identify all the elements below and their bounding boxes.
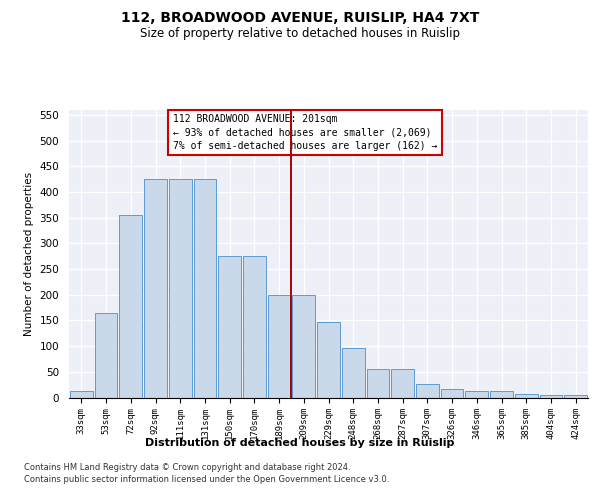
Text: 112, BROADWOOD AVENUE, RUISLIP, HA4 7XT: 112, BROADWOOD AVENUE, RUISLIP, HA4 7XT — [121, 11, 479, 25]
Text: Size of property relative to detached houses in Ruislip: Size of property relative to detached ho… — [140, 28, 460, 40]
Bar — [119, 215, 142, 398]
Bar — [268, 295, 290, 398]
Bar — [391, 370, 414, 398]
Bar — [539, 395, 562, 398]
Bar — [466, 392, 488, 398]
Bar — [564, 395, 587, 398]
Text: Contains public sector information licensed under the Open Government Licence v3: Contains public sector information licen… — [24, 476, 389, 484]
Text: Distribution of detached houses by size in Ruislip: Distribution of detached houses by size … — [145, 438, 455, 448]
Bar — [243, 256, 266, 398]
Bar — [416, 384, 439, 398]
Bar — [95, 313, 118, 398]
Bar — [169, 180, 191, 398]
Bar — [218, 256, 241, 398]
Bar — [515, 394, 538, 398]
Text: 112 BROADWOOD AVENUE: 201sqm
← 93% of detached houses are smaller (2,069)
7% of : 112 BROADWOOD AVENUE: 201sqm ← 93% of de… — [173, 114, 437, 150]
Bar — [292, 295, 315, 398]
Text: Contains HM Land Registry data © Crown copyright and database right 2024.: Contains HM Land Registry data © Crown c… — [24, 463, 350, 472]
Bar — [441, 389, 463, 398]
Bar — [342, 348, 365, 398]
Bar — [367, 370, 389, 398]
Y-axis label: Number of detached properties: Number of detached properties — [24, 172, 34, 336]
Bar — [70, 392, 93, 398]
Bar — [317, 322, 340, 398]
Bar — [144, 180, 167, 398]
Bar — [490, 392, 513, 398]
Bar — [194, 180, 216, 398]
